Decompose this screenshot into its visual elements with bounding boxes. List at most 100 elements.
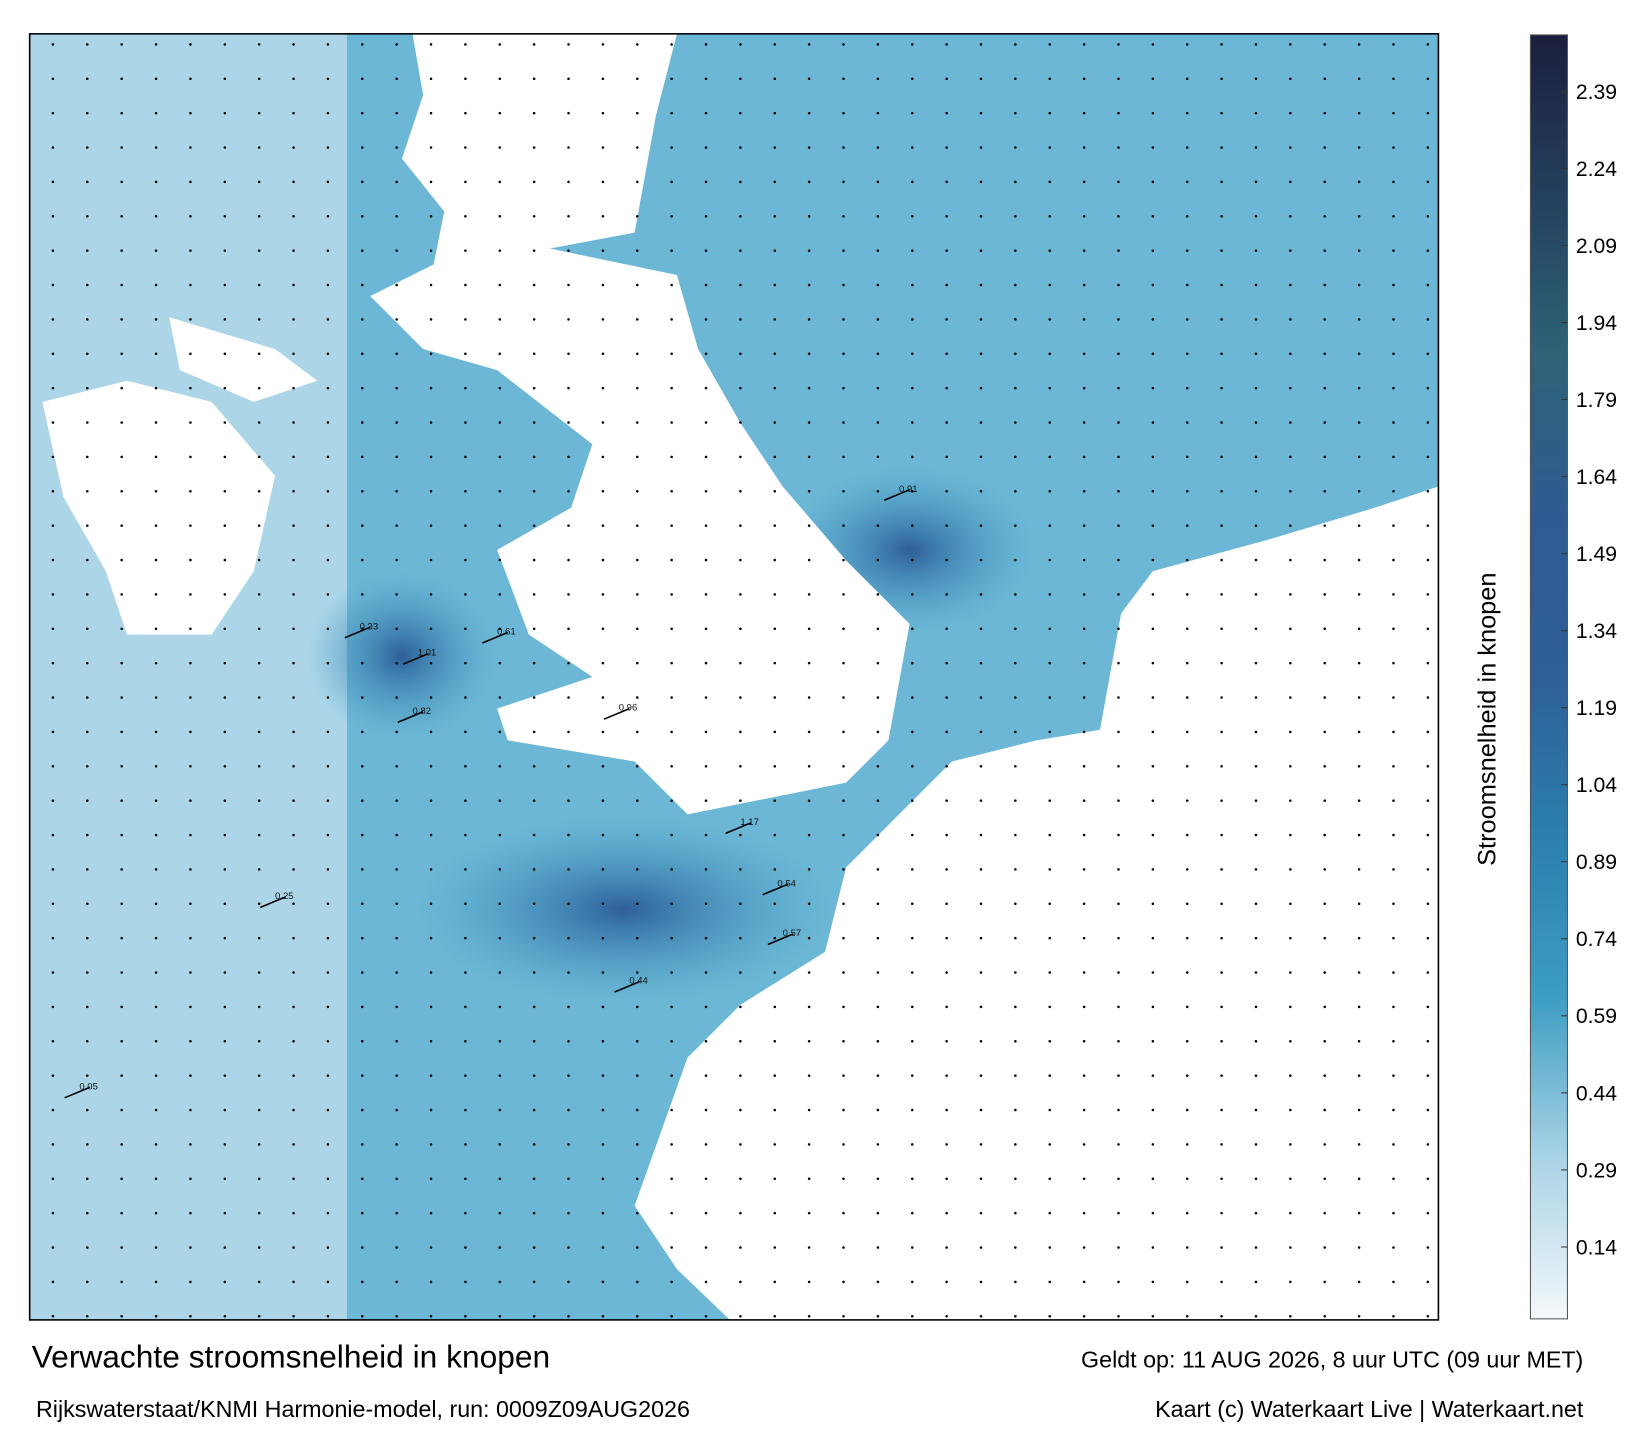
grid-dot (876, 421, 880, 424)
grid-dot (189, 799, 192, 802)
grid-dot (257, 936, 261, 940)
speed-label: 0.57 (783, 928, 802, 939)
grid-dot (1048, 180, 1052, 184)
grid-dot (1426, 455, 1430, 459)
grid-dot (704, 180, 708, 184)
grid-dot (395, 524, 398, 527)
grid-dot (498, 661, 502, 665)
grid-dot (739, 661, 742, 665)
grid-dot (636, 249, 639, 252)
grid-dot (567, 661, 570, 665)
grid-dot (326, 1143, 330, 1146)
grid-dot (1117, 283, 1120, 287)
grid-dot (876, 455, 880, 459)
grid-dot (807, 489, 811, 493)
grid-dot (670, 1108, 673, 1112)
grid-dot (1254, 1039, 1258, 1043)
grid-dot (1185, 352, 1189, 356)
grid-dot (51, 1143, 55, 1146)
grid-dot (257, 524, 261, 527)
grid-dot (910, 1108, 914, 1112)
grid-dot (670, 661, 673, 665)
grid-dot (189, 352, 192, 356)
grid-dot (739, 318, 742, 321)
grid-dot (292, 146, 295, 149)
grid-dot (464, 146, 467, 149)
grid-dot (704, 489, 708, 493)
grid-dot (1220, 1108, 1223, 1112)
grid-dot (704, 868, 708, 871)
colorbar-tick-label: 1.19 (1576, 697, 1617, 720)
grid-dot (979, 1074, 983, 1077)
grid-dot (1392, 215, 1395, 218)
grid-dot (1289, 1108, 1292, 1112)
grid-dot (1185, 180, 1189, 184)
grid-dot (429, 77, 433, 81)
grid-dot (601, 593, 605, 596)
current-arrow (402, 652, 429, 665)
grid-dot (154, 1246, 158, 1249)
grid-dot (429, 1211, 433, 1215)
grid-dot (154, 868, 158, 871)
grid-dot (51, 696, 55, 699)
grid-dot (361, 1039, 364, 1043)
grid-dot (979, 352, 983, 356)
grid-dot (670, 455, 673, 459)
grid-dot (395, 1177, 398, 1180)
current-arrow (397, 711, 424, 724)
grid-dot (464, 1177, 467, 1180)
grid-dot (1151, 146, 1155, 149)
grid-dot (395, 1211, 398, 1215)
grid-dot (1289, 936, 1292, 940)
grid-dot (636, 1143, 639, 1146)
grid-dot (945, 180, 948, 184)
grid-dot (429, 661, 433, 665)
grid-dot (842, 455, 845, 459)
grid-dot (1014, 43, 1017, 46)
grid-dot (1357, 524, 1361, 527)
grid-dot (1185, 593, 1189, 596)
grid-dot (1151, 558, 1155, 562)
grid-dot (223, 1314, 227, 1318)
grid-dot (979, 833, 983, 837)
grid-dot (292, 1280, 295, 1284)
grid-dot (1117, 1314, 1120, 1318)
grid-dot (51, 902, 55, 906)
grid-dot (979, 627, 983, 631)
grid-dot (601, 1039, 605, 1043)
grid-dot (704, 661, 708, 665)
grid-dot (704, 730, 708, 734)
grid-dot (945, 971, 948, 974)
grid-dot (1289, 868, 1292, 871)
grid-dot (189, 283, 192, 287)
grid-dot (326, 902, 330, 906)
grid-dot (429, 249, 433, 252)
grid-dot (636, 318, 639, 321)
grid-dot (1082, 902, 1086, 906)
grid-dot (945, 283, 948, 287)
grid-dot (1357, 1211, 1361, 1215)
grid-dot (532, 833, 536, 837)
grid-dot (1185, 1039, 1189, 1043)
grid-dot (154, 146, 158, 149)
grid-dot (1048, 249, 1052, 252)
grid-dot (257, 111, 261, 115)
grid-dot (464, 524, 467, 527)
grid-dot (1151, 249, 1155, 252)
grid-dot (51, 799, 55, 802)
grid-dot (1014, 971, 1017, 974)
grid-dot (1151, 1074, 1155, 1077)
grid-dot (910, 180, 914, 184)
grid-dot (773, 1246, 777, 1249)
grid-dot (498, 455, 502, 459)
grid-dot (773, 77, 777, 81)
grid-dot (670, 489, 673, 493)
grid-dot (1014, 489, 1017, 493)
grid-dot (1289, 215, 1292, 218)
grid-dot (1117, 627, 1120, 631)
grid-dot (876, 730, 880, 734)
grid-dot (1082, 593, 1086, 596)
grid-dot (120, 696, 123, 699)
grid-dot (464, 558, 467, 562)
